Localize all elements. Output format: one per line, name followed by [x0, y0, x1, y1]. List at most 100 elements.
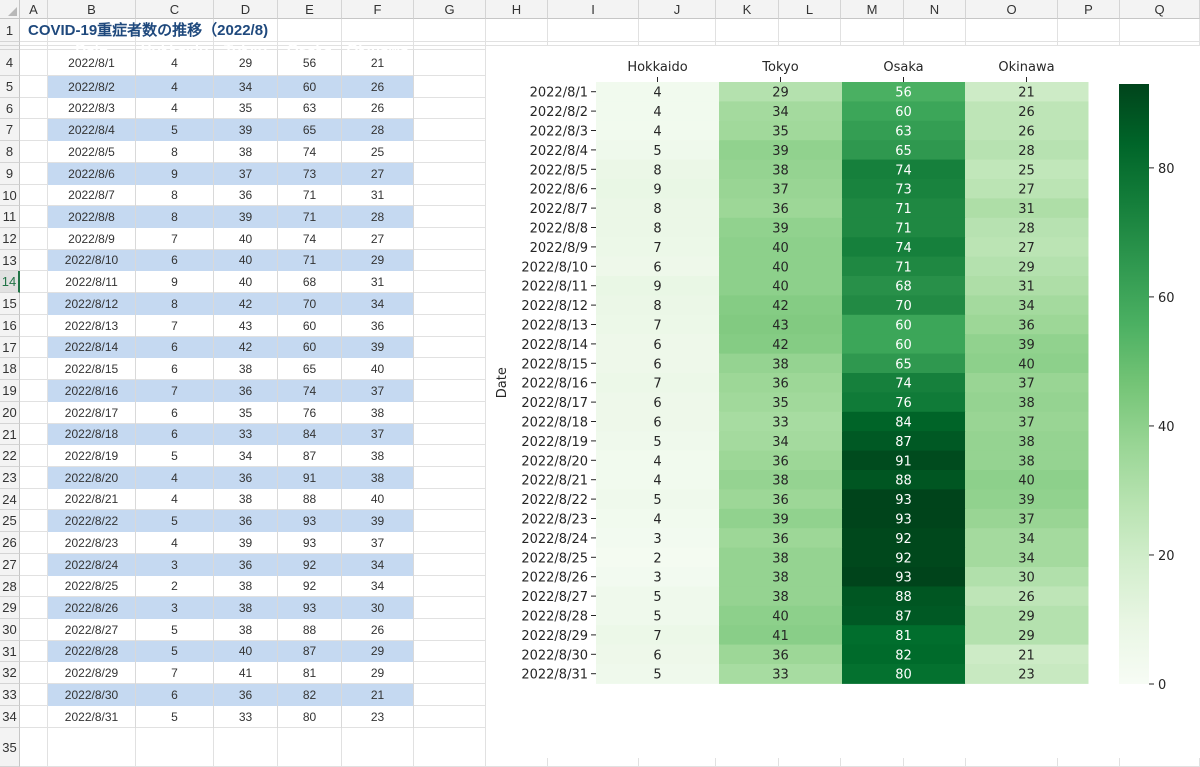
row-header-23[interactable]: 23: [0, 467, 20, 489]
table-cell-value[interactable]: 29: [342, 641, 414, 662]
table-cell-value[interactable]: 29: [342, 662, 414, 684]
table-cell-value[interactable]: 3: [136, 597, 214, 619]
table-cell-date[interactable]: 2022/8/18: [48, 424, 136, 445]
row-header-28[interactable]: 28: [0, 576, 20, 597]
table-cell-value[interactable]: 40: [214, 228, 278, 250]
table-cell-date[interactable]: 2022/8/19: [48, 445, 136, 467]
table-cell-value[interactable]: 6: [136, 250, 214, 271]
table-cell-value[interactable]: 3: [136, 554, 214, 576]
table-cell-value[interactable]: 36: [214, 554, 278, 576]
table-cell-value[interactable]: 65: [278, 119, 342, 141]
table-cell-date[interactable]: 2022/8/12: [48, 293, 136, 315]
table-cell-value[interactable]: 41: [214, 662, 278, 684]
table-cell-date[interactable]: 2022/8/7: [48, 185, 136, 206]
table-cell-value[interactable]: 36: [342, 315, 414, 337]
table-cell-value[interactable]: 39: [342, 337, 414, 358]
table-cell-value[interactable]: 2: [136, 576, 214, 597]
row-header-21[interactable]: 21: [0, 424, 20, 445]
column-header-l[interactable]: L: [779, 0, 841, 19]
column-header-b[interactable]: B: [48, 0, 136, 19]
table-cell-value[interactable]: 40: [214, 271, 278, 293]
column-header-a[interactable]: A: [20, 0, 48, 19]
row-header-1[interactable]: 1: [0, 19, 20, 42]
row-header-26[interactable]: 26: [0, 532, 20, 554]
table-cell-value[interactable]: 56: [278, 50, 342, 76]
row-header-33[interactable]: 33: [0, 684, 20, 706]
table-cell-date[interactable]: 2022/8/4: [48, 119, 136, 141]
table-cell-value[interactable]: 34: [342, 554, 414, 576]
table-cell-value[interactable]: 40: [342, 489, 414, 510]
table-cell-value[interactable]: 23: [342, 706, 414, 728]
table-cell-value[interactable]: 29: [214, 50, 278, 76]
row-header-27[interactable]: 27: [0, 554, 20, 576]
table-cell-value[interactable]: 4: [136, 489, 214, 510]
table-cell-date[interactable]: 2022/8/10: [48, 250, 136, 271]
table-cell-date[interactable]: 2022/8/25: [48, 576, 136, 597]
table-cell-value[interactable]: 26: [342, 76, 414, 98]
table-cell-value[interactable]: 36: [214, 510, 278, 532]
table-cell-value[interactable]: 33: [214, 424, 278, 445]
table-cell-value[interactable]: 39: [214, 532, 278, 554]
row-header-30[interactable]: 30: [0, 619, 20, 641]
row-header-19[interactable]: 19: [0, 380, 20, 402]
column-header-g[interactable]: G: [414, 0, 486, 19]
table-cell-value[interactable]: 93: [278, 532, 342, 554]
table-cell-value[interactable]: 8: [136, 293, 214, 315]
table-cell-date[interactable]: 2022/8/30: [48, 684, 136, 706]
table-cell-value[interactable]: 36: [214, 185, 278, 206]
table-cell-value[interactable]: 87: [278, 445, 342, 467]
table-cell-value[interactable]: 40: [342, 358, 414, 380]
table-cell-value[interactable]: 91: [278, 467, 342, 489]
table-cell-value[interactable]: 38: [342, 445, 414, 467]
table-cell-date[interactable]: 2022/8/13: [48, 315, 136, 337]
table-cell-value[interactable]: 27: [342, 163, 414, 185]
table-cell-value[interactable]: 36: [214, 467, 278, 489]
table-cell-date[interactable]: 2022/8/17: [48, 402, 136, 424]
table-cell-value[interactable]: 74: [278, 380, 342, 402]
table-cell-value[interactable]: 37: [342, 532, 414, 554]
table-cell-date[interactable]: 2022/8/6: [48, 163, 136, 185]
table-cell-value[interactable]: 38: [214, 597, 278, 619]
table-cell-value[interactable]: 39: [214, 206, 278, 228]
table-cell-value[interactable]: 9: [136, 271, 214, 293]
column-header-m[interactable]: M: [841, 0, 904, 19]
table-cell-value[interactable]: 60: [278, 315, 342, 337]
table-cell-value[interactable]: 84: [278, 424, 342, 445]
row-header-7[interactable]: 7: [0, 119, 20, 141]
row-header-24[interactable]: 24: [0, 489, 20, 510]
table-cell-value[interactable]: 81: [278, 662, 342, 684]
table-cell-value[interactable]: 26: [342, 98, 414, 119]
table-cell-value[interactable]: 40: [214, 641, 278, 662]
table-cell-date[interactable]: 2022/8/11: [48, 271, 136, 293]
table-cell-value[interactable]: 6: [136, 402, 214, 424]
table-cell-date[interactable]: 2022/8/21: [48, 489, 136, 510]
table-cell-value[interactable]: 60: [278, 76, 342, 98]
table-cell-value[interactable]: 33: [214, 706, 278, 728]
table-cell-value[interactable]: 6: [136, 337, 214, 358]
table-cell-value[interactable]: 7: [136, 662, 214, 684]
row-header-14[interactable]: 14: [0, 271, 20, 293]
table-cell-value[interactable]: 6: [136, 358, 214, 380]
table-cell-value[interactable]: 88: [278, 489, 342, 510]
table-cell-value[interactable]: 31: [342, 185, 414, 206]
table-cell-value[interactable]: 40: [214, 250, 278, 271]
column-header-k[interactable]: K: [716, 0, 779, 19]
table-cell-value[interactable]: 4: [136, 50, 214, 76]
table-cell-value[interactable]: 92: [278, 576, 342, 597]
table-cell-value[interactable]: 30: [342, 597, 414, 619]
row-header-15[interactable]: 15: [0, 293, 20, 315]
table-cell-value[interactable]: 71: [278, 185, 342, 206]
table-cell-value[interactable]: 80: [278, 706, 342, 728]
table-cell-value[interactable]: 5: [136, 445, 214, 467]
table-cell-date[interactable]: 2022/8/5: [48, 141, 136, 163]
table-cell-value[interactable]: 28: [342, 119, 414, 141]
table-cell-value[interactable]: 39: [214, 119, 278, 141]
table-cell-value[interactable]: 63: [278, 98, 342, 119]
column-header-n[interactable]: N: [904, 0, 966, 19]
table-cell-date[interactable]: 2022/8/27: [48, 619, 136, 641]
table-cell-value[interactable]: 38: [342, 467, 414, 489]
row-header-29[interactable]: 29: [0, 597, 20, 619]
table-cell-value[interactable]: 35: [214, 98, 278, 119]
column-header-i[interactable]: I: [548, 0, 639, 19]
column-header-f[interactable]: F: [342, 0, 414, 19]
